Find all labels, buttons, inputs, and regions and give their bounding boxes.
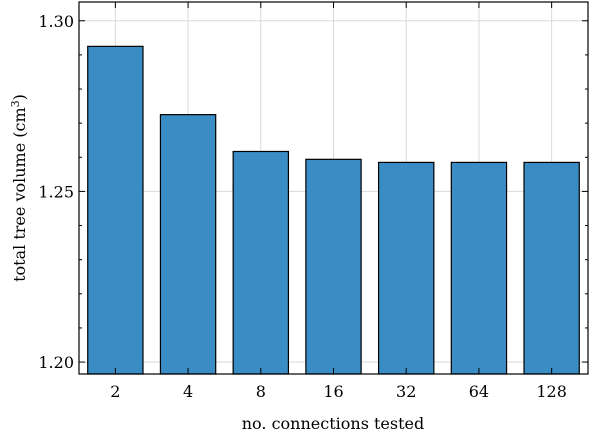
bar-16 xyxy=(305,158,362,375)
x-axis-label: no. connections tested xyxy=(242,414,425,433)
x-tick-label: 8 xyxy=(256,382,266,401)
x-tick-label: 4 xyxy=(183,382,193,401)
y-axis-label: total tree volume (cm3) xyxy=(9,94,29,282)
x-tick-label: 2 xyxy=(110,382,120,401)
ticks-group xyxy=(79,2,588,374)
y-axis-label-tail: ) xyxy=(10,94,29,100)
bar-128 xyxy=(523,161,580,375)
y-axis-label-superscript: 3 xyxy=(9,100,22,107)
y-tick-label: 1.25 xyxy=(38,182,74,201)
y-axis-label-main: total tree volume (cm xyxy=(10,107,29,282)
bar-32 xyxy=(377,161,435,375)
x-tick-label: 32 xyxy=(396,382,416,401)
bar-2 xyxy=(87,45,144,375)
bar-64 xyxy=(450,161,508,375)
y-tick-label: 1.20 xyxy=(38,353,74,372)
bar-4 xyxy=(159,114,217,375)
bar-8 xyxy=(232,150,290,375)
x-tick-label: 64 xyxy=(469,382,489,401)
x-tick-label: 16 xyxy=(323,382,343,401)
y-tick-labels: 1.20 1.25 1.30 xyxy=(38,12,74,372)
x-tick-labels: 2 4 8 16 32 64 128 xyxy=(110,382,567,401)
y-tick-label: 1.30 xyxy=(38,12,74,31)
x-tick-label: 128 xyxy=(536,382,567,401)
